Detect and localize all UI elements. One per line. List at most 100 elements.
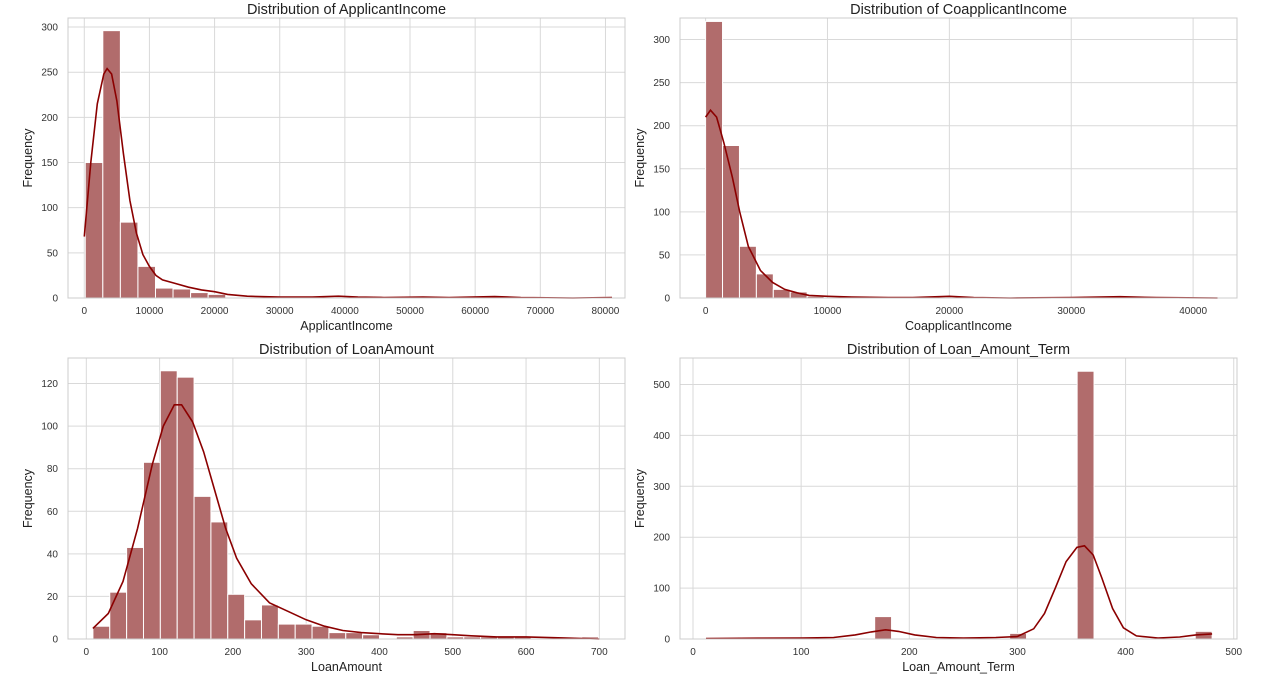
x-tick-label: 80000	[592, 306, 620, 317]
y-tick-label: 400	[653, 431, 670, 442]
x-tick-label: 10000	[814, 306, 842, 317]
histogram-bar	[109, 591, 128, 640]
x-tick-label: 600	[518, 647, 535, 658]
histogram-bar	[345, 632, 364, 640]
y-tick-label: 200	[653, 533, 670, 544]
x-tick-label: 500	[444, 647, 461, 658]
histogram-bar	[705, 20, 724, 299]
histogram-bar	[294, 623, 313, 640]
histogram-bar	[227, 593, 246, 640]
plot-frame	[67, 357, 626, 640]
histogram-bar	[311, 625, 330, 640]
histogram-bar	[738, 245, 757, 299]
y-tick-label: 150	[41, 158, 58, 169]
x-tick-label: 60000	[461, 306, 489, 317]
histogram-bar	[874, 616, 893, 640]
histogram-bar	[210, 521, 229, 640]
y-tick-label: 250	[653, 78, 670, 89]
kde-line	[83, 67, 613, 299]
x-tick-label: 20000	[201, 306, 229, 317]
chart-title: Distribution of Loan_Amount_Term	[847, 342, 1070, 358]
x-tick-label: 500	[1225, 647, 1242, 658]
y-axis-label: Frequency	[21, 128, 35, 188]
x-tick-label: 700	[591, 647, 608, 658]
histogram-bar	[1076, 370, 1095, 640]
y-tick-label: 300	[653, 482, 670, 493]
y-tick-label: 100	[41, 203, 58, 214]
y-tick-label: 300	[41, 23, 58, 34]
plot-frame	[67, 17, 626, 299]
x-tick-label: 30000	[1057, 306, 1085, 317]
x-tick-label: 200	[225, 647, 242, 658]
x-tick-label: 200	[901, 647, 918, 658]
plot-frame	[679, 17, 1238, 299]
kde-line	[705, 544, 1213, 640]
histogram-bar	[244, 619, 262, 640]
y-tick-label: 200	[41, 113, 58, 124]
x-tick-label: 400	[371, 647, 388, 658]
chart-title: Distribution of LoanAmount	[259, 342, 434, 358]
chart-panel-4: 0 100 200 300 400 500 0 100 200 300 400 500 Distribu…	[633, 342, 1243, 674]
x-tick-label: 10000	[136, 306, 164, 317]
y-tick-label: 0	[664, 294, 670, 305]
y-tick-label: 0	[52, 294, 58, 305]
histogram-bar	[193, 495, 212, 640]
kde-line	[92, 404, 600, 640]
y-tick-label: 500	[653, 380, 670, 391]
y-tick-label: 50	[659, 250, 671, 261]
x-axis-label: CoapplicantIncome	[905, 319, 1012, 333]
histogram-bar	[277, 623, 296, 640]
histogram-bar	[362, 634, 380, 640]
y-tick-label: 100	[653, 584, 670, 595]
histogram-bar	[159, 370, 178, 640]
chart-title: Distribution of ApplicantIncome	[247, 2, 446, 18]
y-tick-label: 300	[653, 35, 670, 46]
y-tick-label: 50	[47, 248, 59, 259]
x-tick-label: 0	[690, 647, 696, 658]
x-tick-label: 40000	[1179, 306, 1207, 317]
histogram-bar	[119, 221, 139, 299]
y-tick-label: 120	[41, 379, 58, 390]
plot-frame	[679, 357, 1238, 640]
x-tick-label: 400	[1117, 647, 1134, 658]
x-tick-label: 100	[793, 647, 810, 658]
x-tick-label: 0	[703, 306, 709, 317]
y-tick-label: 250	[41, 68, 58, 79]
x-tick-label: 50000	[396, 306, 424, 317]
chart-panel-2: 0 10000 20000 30000 40000 0 50 100 150 200 250 300 D…	[633, 2, 1238, 333]
x-axis-label: ApplicantIncome	[300, 319, 392, 333]
chart-panel-3: 0 100 200 300 400 500 600 700 0 20 40 60 80 100 120 Dis…	[21, 342, 626, 674]
x-axis-label: LoanAmount	[311, 660, 382, 674]
y-axis-label: Frequency	[21, 468, 35, 528]
chart-title: Distribution of CoapplicantIncome	[850, 2, 1067, 18]
x-axis-label: Loan_Amount_Term	[902, 660, 1015, 674]
y-tick-label: 0	[52, 635, 58, 646]
kde-line	[704, 108, 1218, 299]
histogram-bar	[207, 293, 227, 299]
y-tick-label: 80	[47, 464, 59, 475]
histogram-bar	[172, 288, 192, 299]
x-tick-label: 30000	[266, 306, 294, 317]
histogram-bar	[176, 376, 195, 640]
histogram-bar	[190, 292, 209, 299]
histogram-bar	[328, 632, 347, 640]
x-tick-label: 0	[84, 647, 90, 658]
histogram-bar	[755, 273, 774, 299]
histogram-bar	[260, 604, 279, 640]
y-axis-label: Frequency	[633, 128, 647, 188]
y-tick-label: 200	[653, 121, 670, 132]
x-tick-label: 0	[82, 306, 88, 317]
x-tick-label: 70000	[526, 306, 554, 317]
chart-panel-1: 0 10000 20000 30000 40000 50000 60000 70000 8000…	[21, 2, 626, 333]
histogram-bar	[154, 287, 174, 299]
y-tick-label: 20	[47, 592, 59, 603]
x-tick-label: 100	[151, 647, 168, 658]
x-tick-label: 20000	[935, 306, 963, 317]
y-tick-label: 150	[653, 164, 670, 175]
y-tick-label: 100	[653, 207, 670, 218]
y-tick-label: 0	[664, 635, 670, 646]
x-tick-label: 300	[298, 647, 315, 658]
histogram-bar	[84, 162, 104, 299]
